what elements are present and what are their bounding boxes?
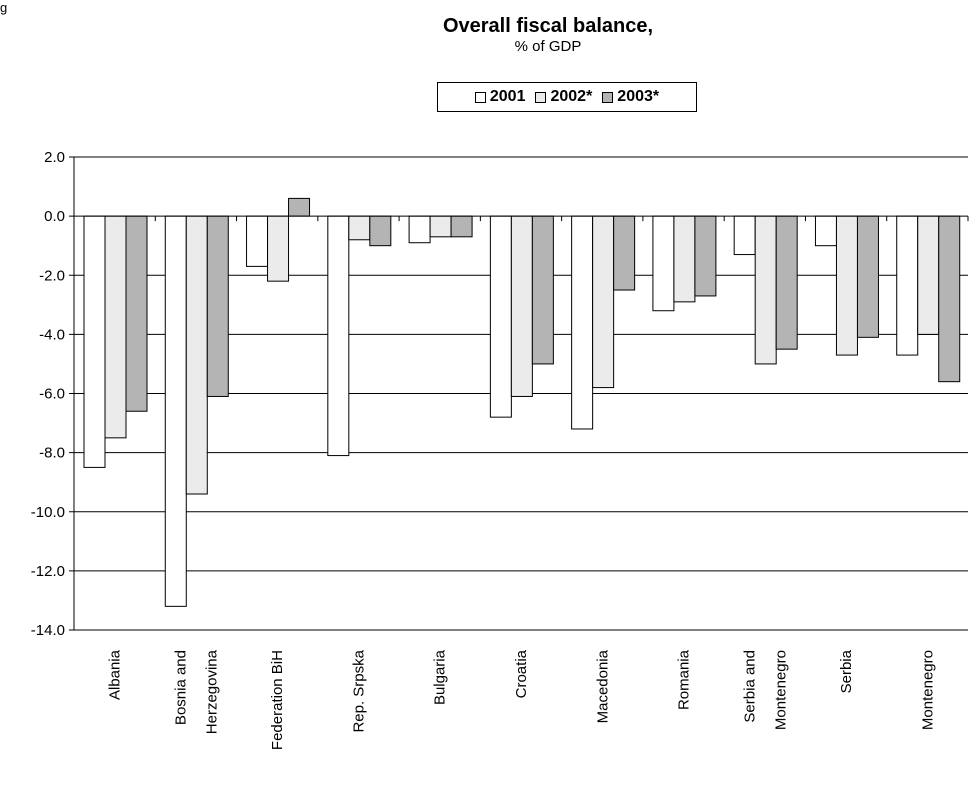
legend-swatch-2002 [535,91,547,103]
bar-2002-0 [104,215,127,439]
x-tick-label: Montenegro [919,650,936,730]
legend-swatch-2001 [474,91,486,103]
y-tick-label: -4.0 [39,326,65,343]
bar-2003-6 [613,215,636,291]
x-tick-label: Croatia [513,649,530,698]
x-tick-label: Federation BiH [269,650,286,750]
legend-entry-2002: 2002* [535,88,592,106]
x-tick-label: Serbia [838,649,855,693]
y-tick-label: -8.0 [39,445,65,462]
x-tick-label: Romania [676,649,693,710]
y-tick-label: -2.0 [39,267,65,284]
bar-2001-6 [571,215,594,430]
x-tick-label: Bosnia and [172,650,189,725]
bar-2003-5 [531,215,554,365]
chart-legend: 2001 2002* 2003* [437,82,697,112]
bar-2002-8 [754,215,777,365]
bar-2001-10 [896,215,919,356]
bar-2001-5 [489,215,512,418]
y-tick-label: -6.0 [39,386,65,403]
legend-label-2001: 2001 [489,88,526,105]
bar-2003-4 [450,215,473,238]
bar-2001-0 [83,215,106,468]
bar-2003-2 [288,197,311,217]
bar-2001-2 [246,215,269,267]
y-tick-label: -14.0 [31,622,65,639]
bar-2001-7 [652,215,675,312]
corner-text: g [0,0,8,15]
bar-2002-2 [267,215,290,282]
bar-2002-1 [185,215,208,495]
bar-2003-10 [938,215,961,383]
y-tick-label: 2.0 [44,149,65,166]
x-tick-label: Herzegovina [203,649,220,734]
bar-2002-7 [673,215,696,303]
bar-2002-9 [835,215,858,356]
bar-2001-3 [327,215,350,457]
bar-2003-0 [125,215,148,412]
y-tick-label: 0.0 [44,208,65,225]
bar-2002-10 [917,215,940,335]
bar-2001-1 [164,215,187,607]
bar-2001-9 [814,215,837,247]
x-tick-label: Rep. Srpska [350,649,367,732]
x-tick-label: Montenegro [772,650,789,730]
y-tick-label: -10.0 [31,504,65,521]
bar-2001-8 [733,215,756,256]
bar-2002-6 [592,215,615,389]
legend-label-2002: 2002* [550,88,593,105]
bar-2002-5 [510,215,533,397]
legend-label-2003: 2003* [617,88,660,105]
bar-2001-4 [408,215,431,244]
y-tick-label: -12.0 [31,563,65,580]
chart-subtitle: % of GDP [514,38,582,55]
bar-2002-3 [348,215,371,241]
legend-entry-2003: 2003* [602,88,659,106]
chart-title: Overall fiscal balance, [442,15,654,37]
x-tick-label: Albania [107,649,124,700]
bar-2003-8 [775,215,798,350]
legend-swatch-2003 [602,91,614,103]
bar-2003-3 [369,215,392,247]
bar-2003-9 [856,215,879,338]
bar-2003-7 [694,215,717,297]
x-tick-label: Serbia and [741,650,758,723]
x-tick-label: Macedonia [594,649,611,723]
bar-2002-4 [429,215,452,238]
bar-2003-1 [206,215,229,397]
x-tick-label: Bulgaria [432,649,449,705]
legend-entry-2001: 2001 [474,88,526,106]
